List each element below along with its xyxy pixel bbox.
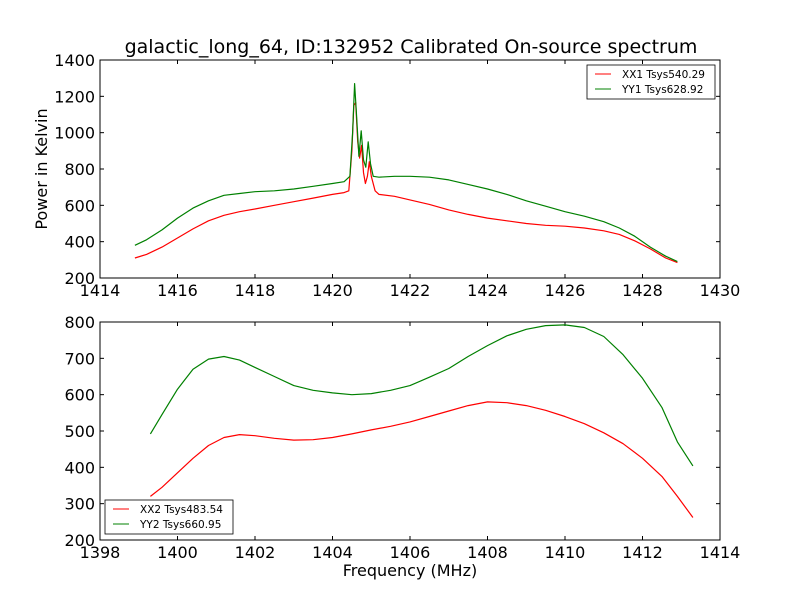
top-y-tick-label: 800 (64, 160, 95, 179)
top-series-line-yy1 (134, 83, 678, 263)
top-x-tick-label: 1422 (390, 281, 431, 300)
top-legend-box (586, 64, 716, 100)
bottom-y-tick-label: 400 (64, 458, 95, 477)
top-y-tick-label: 400 (64, 233, 95, 252)
top-legend-label-xx1: XX1 Tsys540.29 (622, 69, 705, 81)
bottom-legend: XX2 Tsys483.54 YY2 Tsys660.95 (104, 499, 234, 535)
top-x-tick-label: 1416 (157, 281, 198, 300)
bottom-x-tick-label: 1406 (390, 543, 431, 562)
bottom-x-tick-label: 1410 (545, 543, 586, 562)
bottom-y-tick-label: 800 (64, 313, 95, 332)
top-y-axis-label: Power in Kelvin (32, 108, 51, 229)
top-plot: Power in Kelvin 1414 1416 1418 1420 1422 1424… (32, 51, 740, 300)
top-legend: XX1 Tsys540.29 YY1 Tsys628.92 (586, 64, 716, 100)
bottom-plot: Frequency (MHz) 1398 1400 1402 1404 1406 1408… (64, 313, 740, 580)
top-x-tick-label: 1430 (700, 281, 741, 300)
bottom-x-tick-label: 1398 (80, 543, 121, 562)
bottom-x-tick-label: 1408 (467, 543, 508, 562)
bottom-y-tick-label: 200 (64, 531, 95, 550)
bottom-x-tick-label: 1412 (622, 543, 663, 562)
top-legend-label-yy1: YY1 Tsys628.92 (621, 84, 703, 96)
bottom-plot-frame (99, 321, 721, 541)
top-x-tick-label: 1426 (545, 281, 586, 300)
bottom-x-tick-label: 1400 (157, 543, 198, 562)
bottom-x-tick-label: 1404 (312, 543, 353, 562)
top-x-tick-label: 1428 (622, 281, 663, 300)
bottom-legend-label-yy2: YY2 Tsys660.95 (139, 519, 221, 531)
bottom-y-tick-label: 500 (64, 422, 95, 441)
bottom-y-tick-label: 700 (64, 349, 95, 368)
bottom-x-tick-label: 1414 (700, 543, 741, 562)
top-y-tick-label: 1400 (54, 51, 95, 70)
top-plot-frame (99, 59, 721, 279)
bottom-legend-box (104, 499, 234, 535)
top-y-tick-label: 1000 (54, 124, 95, 143)
top-y-tick-label: 200 (64, 269, 95, 288)
bottom-series-line-xx2 (150, 401, 694, 518)
top-x-tick-label: 1420 (312, 281, 353, 300)
bottom-y-tick-label: 600 (64, 386, 95, 405)
bottom-x-tick-label: 1402 (235, 543, 276, 562)
top-series-line-xx1 (134, 102, 678, 264)
bottom-series-line-yy2 (149, 324, 694, 467)
top-x-tick-label: 1414 (80, 281, 121, 300)
top-y-tick-label: 1200 (54, 87, 95, 106)
bottom-y-tick-label: 300 (64, 495, 95, 514)
chart-title: galactic_long_64, ID:132952 Calibrated O… (125, 36, 698, 58)
top-y-tick-label: 600 (64, 196, 95, 215)
top-x-tick-label: 1424 (467, 281, 508, 300)
bottom-legend-label-xx2: XX2 Tsys483.54 (140, 504, 223, 516)
top-x-tick-label: 1418 (235, 281, 276, 300)
bottom-x-axis-label: Frequency (MHz) (343, 561, 477, 580)
